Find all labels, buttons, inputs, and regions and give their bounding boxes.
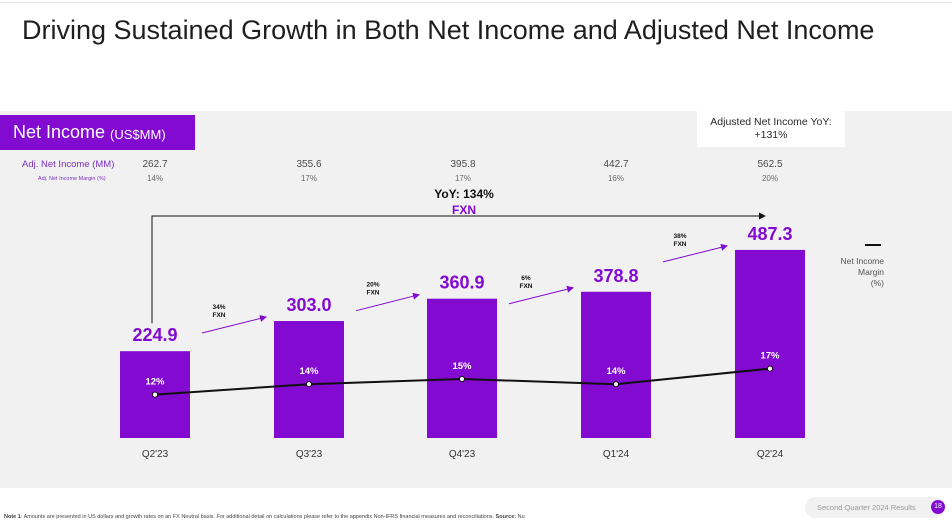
page-title: Driving Sustained Growth in Both Net Inc…: [22, 15, 875, 45]
margin-label: 14%: [299, 366, 319, 377]
x-tick-label: Q2'24: [757, 449, 784, 460]
bar: [581, 291, 651, 438]
top-rule: [0, 2, 952, 3]
page-number: 18: [931, 500, 945, 514]
adj-net-income-value: 262.7: [142, 159, 168, 170]
growth-pct-label: 34%: [212, 304, 225, 311]
margin-point: [151, 391, 159, 398]
margin-label: 17%: [760, 351, 780, 362]
margin-label: 15%: [452, 361, 472, 372]
bar: [427, 298, 497, 438]
adj-net-income-value: 355.6: [296, 159, 322, 170]
bar-value-label: 224.9: [132, 325, 177, 345]
x-tick-label: Q4'23: [449, 449, 476, 460]
growth-arrow: [201, 315, 267, 334]
margin-point: [305, 381, 313, 388]
growth-arrow: [355, 292, 420, 312]
legend-line-swatch: [865, 244, 881, 246]
legend-label-line: Margin: [858, 267, 884, 277]
adj-margin-value: 16%: [607, 174, 624, 183]
footnote-text: : Amounts are presented in US dollars an…: [20, 514, 495, 520]
growth-pct-label: 38%: [673, 233, 686, 240]
legend-label-line: (%): [870, 278, 884, 288]
growth-pct-label: 20%: [366, 282, 379, 289]
adj-margin-value: 17%: [300, 174, 317, 183]
adjusted-yoy-value: +131%: [754, 129, 788, 141]
adj-margin-row-label: Adj. Net Income Margin (%): [38, 176, 106, 182]
footnote-source-bold: Source:: [495, 514, 517, 520]
adj-net-income-value: 562.5: [757, 159, 783, 170]
margin-label: 12%: [145, 377, 165, 388]
section-label-text: Net Income: [13, 122, 106, 142]
section-label-unit: (US$MM): [110, 126, 166, 142]
footer-pill: Second Quarter 2024 Results: [805, 497, 945, 518]
adj-net-income-row-label: Adj. Net Income (MM): [22, 159, 115, 170]
growth-pct-label: 6%: [521, 275, 531, 282]
growth-fxn-label: FXN: [367, 290, 380, 297]
growth-fxn-label: FXN: [213, 312, 226, 319]
margin-point: [612, 381, 620, 388]
bar-value-label: 303.0: [286, 295, 331, 315]
bar-value-label: 360.9: [439, 273, 484, 293]
adj-margin-value: 20%: [761, 174, 778, 183]
overall-yoy-value: YoY: 134%: [434, 187, 494, 201]
footer-text: Second Quarter 2024 Results: [817, 503, 916, 512]
margin-point: [766, 365, 774, 372]
x-tick-label: Q2'23: [142, 449, 169, 460]
x-tick-label: Q1'24: [603, 449, 630, 460]
yoy-arrow-line: [151, 212, 766, 324]
legend-label-line: Net Income: [840, 256, 884, 266]
footnote-source-text: Nu: [517, 514, 525, 520]
bar-value-label: 378.8: [593, 266, 638, 286]
legend-label: Net Income Margin (%): [818, 256, 884, 289]
section-label: Net Income (US$MM): [0, 115, 195, 150]
growth-arrow: [508, 285, 574, 305]
overall-yoy-fxn: FXN: [452, 203, 476, 217]
adjusted-yoy-label: Adjusted Net Income YoY:: [710, 116, 832, 128]
bar-value-label: 487.3: [747, 224, 792, 244]
footnote-bold: Note 1: [4, 514, 21, 520]
bar: [735, 249, 805, 438]
adj-margin-value: 14%: [146, 174, 163, 183]
overall-yoy: YoY: 134% FXN: [418, 186, 510, 218]
margin-label: 14%: [606, 366, 626, 377]
growth-fxn-label: FXN: [674, 241, 687, 248]
bar: [274, 321, 344, 438]
growth-fxn-label: FXN: [520, 283, 533, 290]
adj-net-income-value: 442.7: [603, 159, 629, 170]
adjusted-yoy-box: Adjusted Net Income YoY: +131%: [697, 111, 845, 147]
footnote: Note 1: Amounts are presented in US doll…: [4, 514, 604, 520]
adj-net-income-value: 395.8: [450, 159, 476, 170]
x-tick-label: Q3'23: [296, 449, 323, 460]
margin-point: [458, 375, 466, 383]
adj-margin-value: 17%: [454, 174, 471, 183]
growth-arrow: [662, 243, 728, 263]
